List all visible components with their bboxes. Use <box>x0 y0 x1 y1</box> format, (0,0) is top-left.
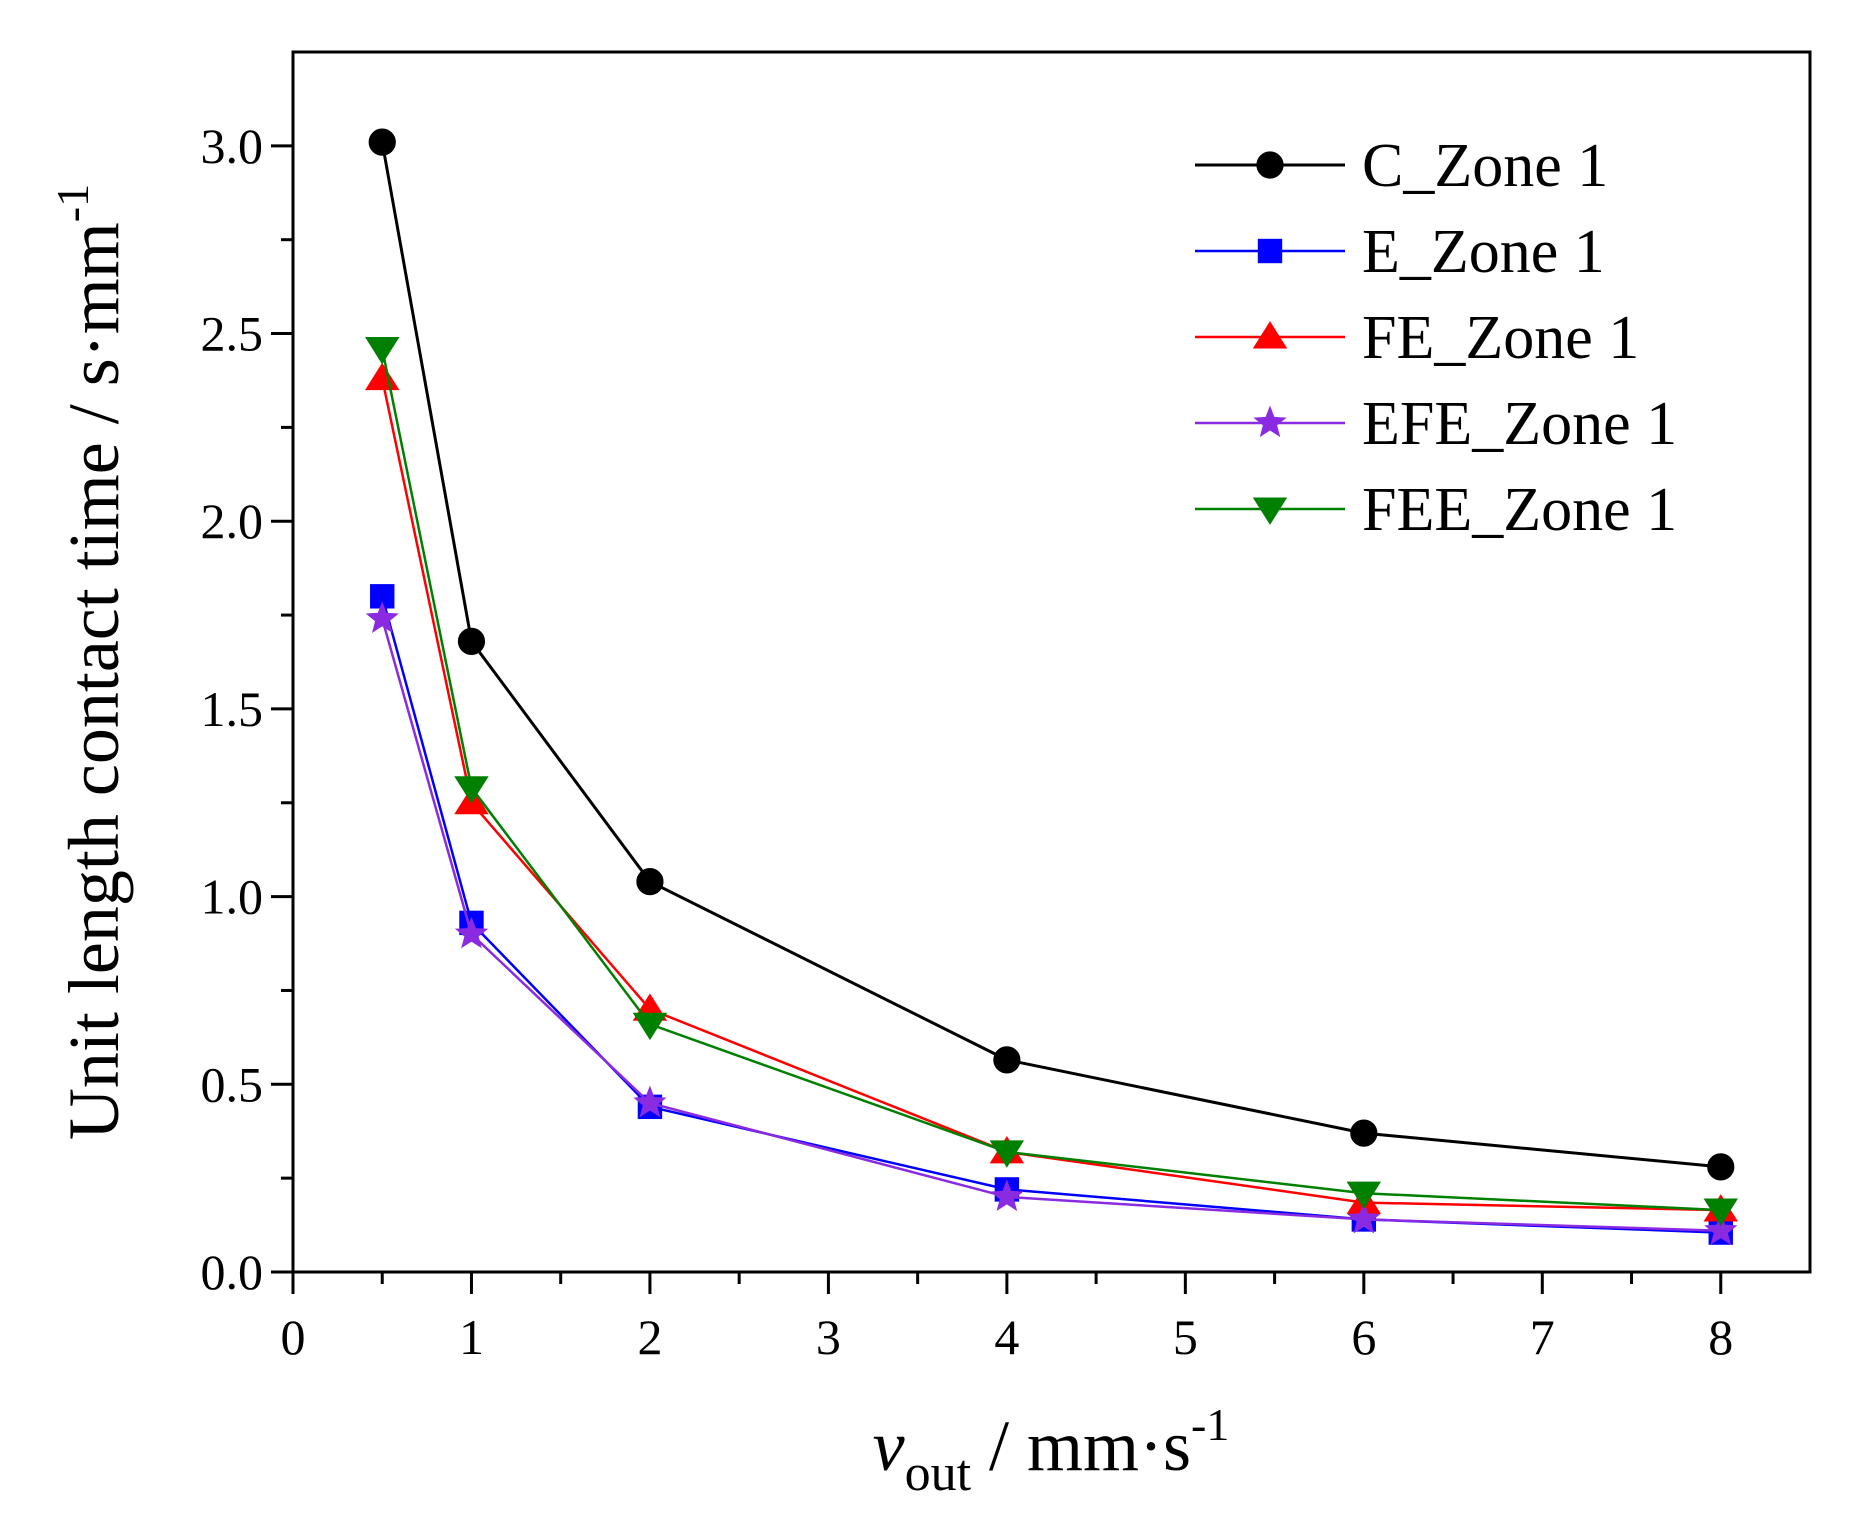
series-FEE_Zone 1 <box>365 337 1738 1226</box>
axis-tick-labels: 0 1 2 3 4 5 6 7 8 0.0 0.5 1.0 1.5 2.0 2.5 3.0 <box>201 118 1734 1365</box>
data-point <box>457 627 486 655</box>
data-point <box>989 1140 1025 1168</box>
data-point <box>1704 1213 1738 1245</box>
data-point <box>1346 1181 1382 1210</box>
data-point <box>1703 1198 1738 1226</box>
legend-label: FEE_Zone 1 <box>1362 476 1677 544</box>
y-tick-label: 0.0 <box>201 1244 264 1300</box>
series-EFE_Zone 1 <box>365 601 1738 1245</box>
x-tick-label: 2 <box>637 1309 662 1365</box>
y-tick-label: 0.5 <box>201 1056 264 1112</box>
legend-item: FEE_Zone 1 <box>1195 476 1677 544</box>
data-point <box>1350 1119 1378 1147</box>
x-tick-label: 8 <box>1708 1309 1733 1365</box>
x-tick-label: 0 <box>281 1309 306 1365</box>
legend-label: E_Zone 1 <box>1362 218 1605 286</box>
data-point <box>632 1012 668 1041</box>
x-axis-title: vout / mm·s-1 <box>873 1399 1230 1502</box>
series-line <box>380 618 1721 1232</box>
x-tick-label: 1 <box>459 1309 484 1365</box>
data-point <box>1347 1201 1381 1234</box>
x-tick-label: 4 <box>994 1309 1019 1365</box>
series-E_Zone 1 <box>370 584 1733 1245</box>
series-layer <box>365 128 1738 1245</box>
x-tick-label: 7 <box>1530 1309 1555 1365</box>
x-tick-label: 3 <box>816 1309 841 1365</box>
data-point <box>454 776 489 804</box>
data-point <box>993 1046 1021 1074</box>
y-axis-title: Unit length contact time / s·mm-1 <box>47 184 134 1140</box>
legend-label: C_Zone 1 <box>1362 132 1608 200</box>
axis-ticks <box>271 144 1723 1294</box>
y-tick-label: 3.0 <box>201 118 264 174</box>
data-point <box>633 1085 667 1118</box>
legend-item: EFE_Zone 1 <box>1195 390 1677 458</box>
series-line <box>380 595 1721 1234</box>
data-point <box>1707 1153 1735 1181</box>
data-point <box>368 128 396 156</box>
legend: C_Zone 1 E_Zone 1 FE_Zone 1 EFE_Zone 1 FEE_Z… <box>1195 132 1677 544</box>
data-point <box>990 1179 1024 1212</box>
data-point <box>636 868 664 896</box>
x-tick-label: 6 <box>1351 1309 1376 1365</box>
y-tick-label: 1.5 <box>201 681 264 737</box>
legend-marker <box>1256 151 1284 179</box>
y-tick-label: 2.0 <box>201 493 264 549</box>
series-line <box>380 378 1721 1212</box>
legend-item: E_Zone 1 <box>1195 218 1605 286</box>
legend-marker <box>1253 405 1287 438</box>
data-point <box>454 916 489 949</box>
x-tick-label: 5 <box>1173 1309 1198 1365</box>
series-C_Zone 1 <box>368 128 1735 1181</box>
legend-marker <box>1252 497 1288 525</box>
y-tick-label: 1.0 <box>201 869 264 925</box>
series-line <box>380 348 1721 1212</box>
series-line <box>380 141 1721 1169</box>
legend-marker <box>1257 238 1283 264</box>
legend-marker <box>1252 321 1288 349</box>
y-tick-label: 2.5 <box>201 306 264 362</box>
legend-label: EFE_Zone 1 <box>1362 390 1677 458</box>
data-point <box>365 601 399 633</box>
legend-item: C_Zone 1 <box>1195 132 1608 200</box>
plot-frame <box>291 50 1812 1274</box>
legend-item: FE_Zone 1 <box>1195 304 1639 372</box>
legend-label: FE_Zone 1 <box>1362 304 1639 372</box>
data-point <box>365 362 400 391</box>
data-point <box>365 337 400 365</box>
